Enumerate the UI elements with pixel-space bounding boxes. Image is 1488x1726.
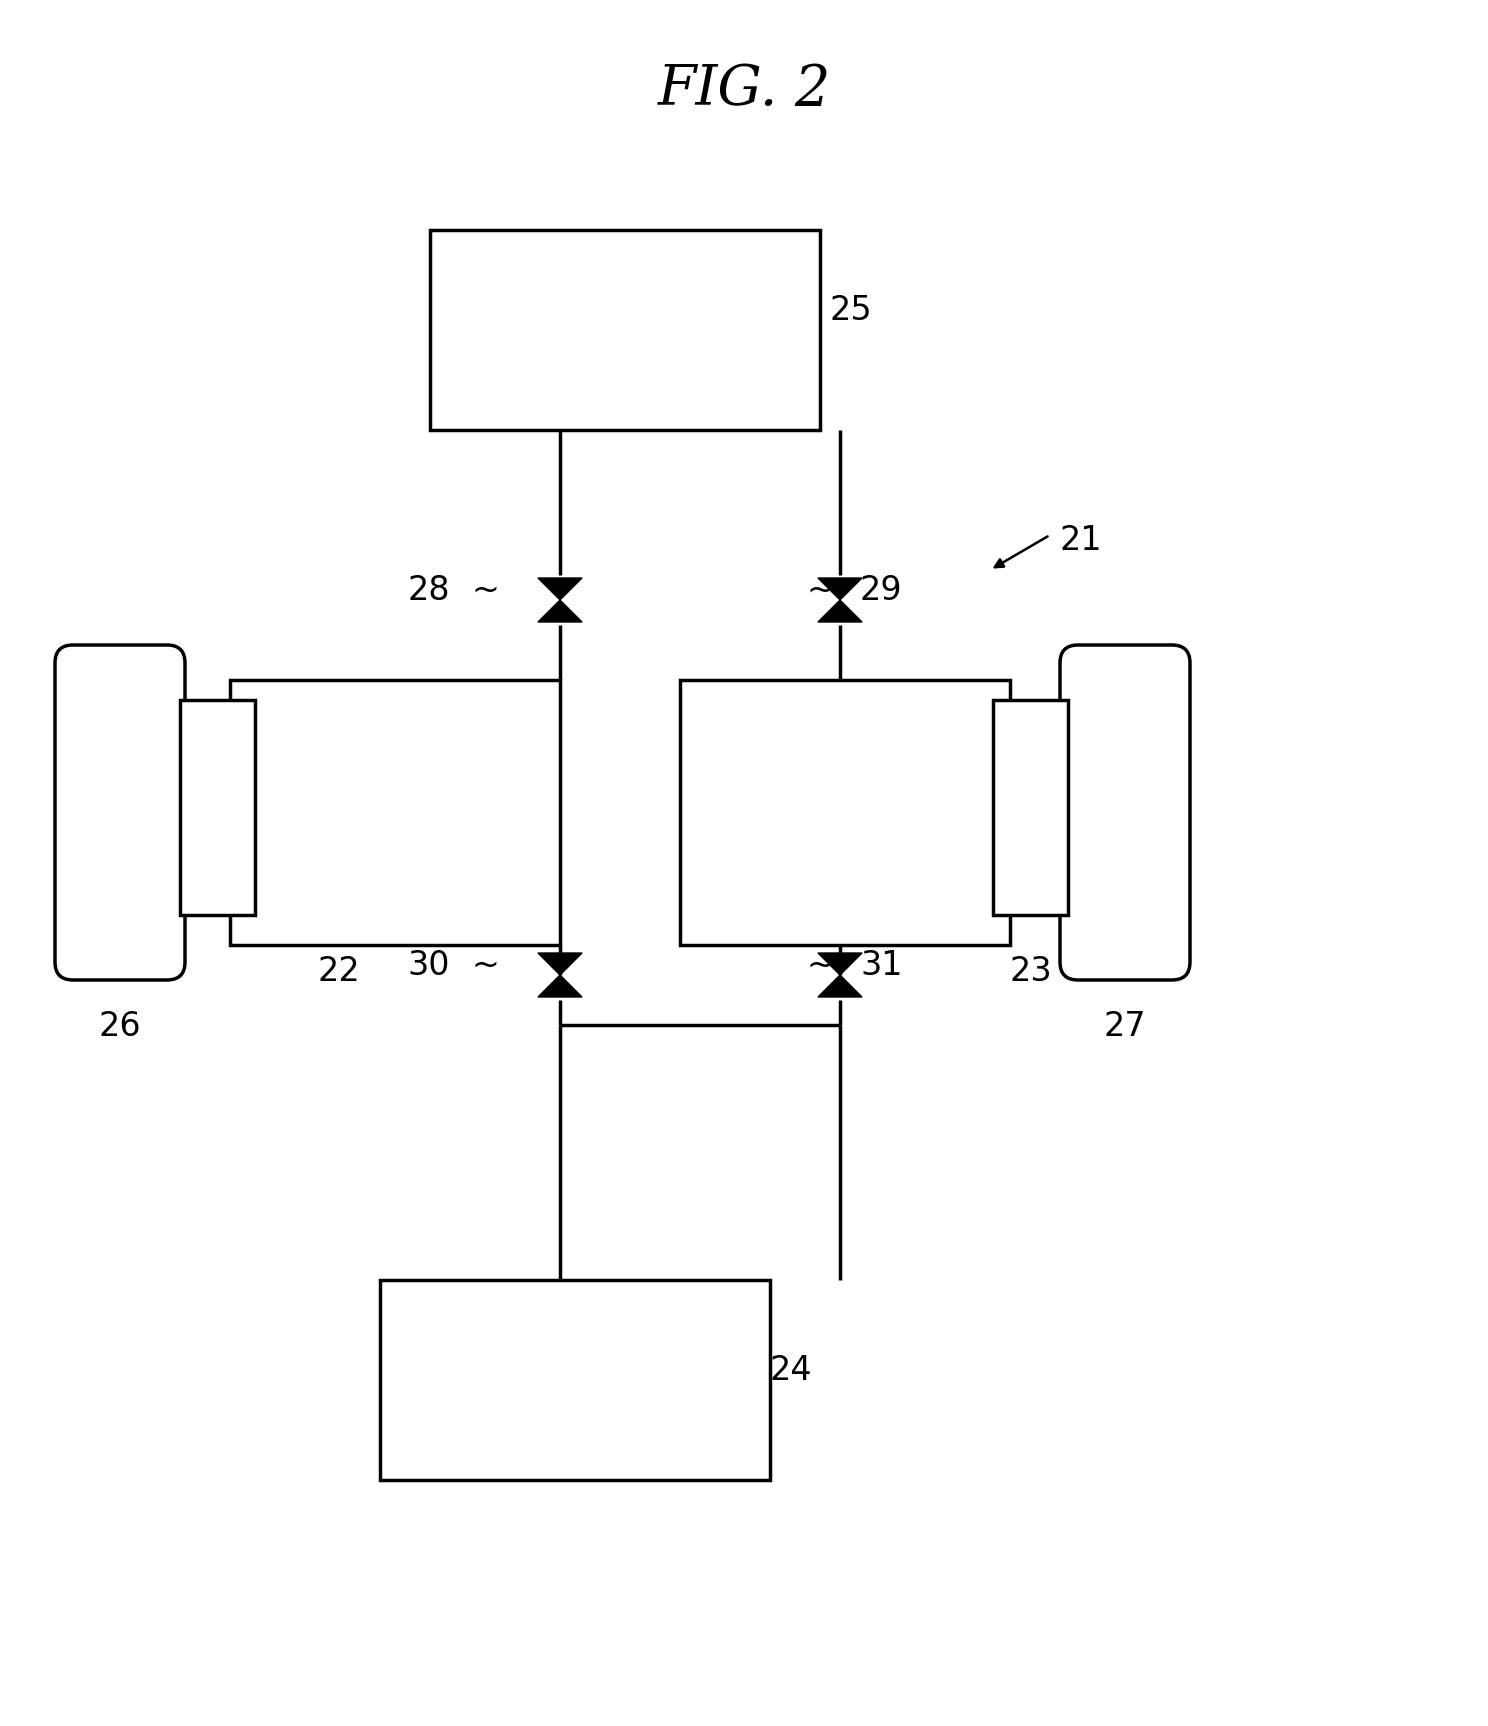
Polygon shape [539,975,582,998]
Polygon shape [818,953,862,975]
Text: ~: ~ [806,573,833,606]
Polygon shape [539,953,582,975]
Text: ~: ~ [472,949,498,982]
Text: 23: 23 [1010,954,1052,987]
Text: 30: 30 [408,949,449,982]
Text: 26: 26 [98,1010,141,1043]
Bar [379,1281,769,1479]
Text: 29: 29 [860,573,903,606]
FancyBboxPatch shape [55,646,185,980]
Polygon shape [818,975,862,998]
Bar [180,701,254,915]
Text: 31: 31 [860,949,903,982]
Text: 24: 24 [769,1353,812,1386]
FancyBboxPatch shape [1059,646,1190,980]
Text: FIG. 2: FIG. 2 [658,62,830,117]
Bar [680,680,1010,946]
Text: 22: 22 [317,954,360,987]
Polygon shape [539,578,582,601]
Text: ~: ~ [806,949,833,982]
Text: 27: 27 [1104,1010,1146,1043]
Text: 28: 28 [408,573,449,606]
Bar [992,701,1068,915]
Bar [430,230,820,430]
Polygon shape [818,601,862,621]
Polygon shape [539,601,582,621]
Bar [231,680,559,946]
Text: ~: ~ [472,573,498,606]
Text: 21: 21 [1059,523,1103,556]
Text: 25: 25 [830,293,872,326]
Polygon shape [818,578,862,601]
